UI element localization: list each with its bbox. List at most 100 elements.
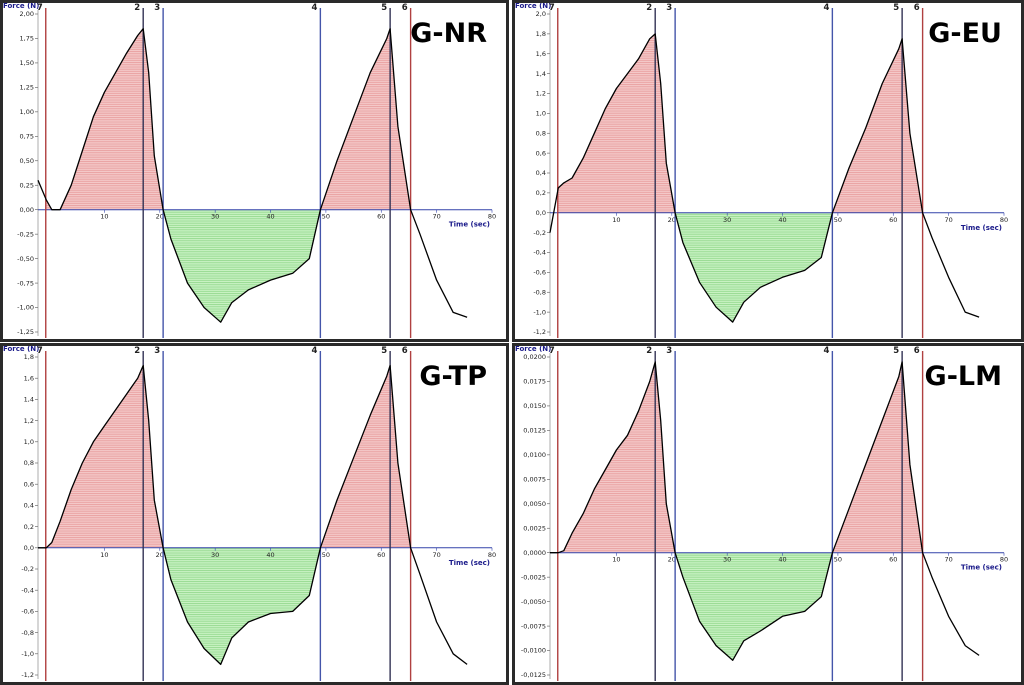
y-tick-label: 1,0	[536, 110, 546, 118]
y-axis-label: Force (N)	[515, 2, 551, 10]
y-tick-label: -0,75	[17, 279, 34, 287]
x-tick-label: 60	[889, 556, 897, 564]
negative-area	[557, 212, 923, 323]
y-tick-label: 0,0150	[523, 402, 546, 410]
panel-frame	[0, 0, 509, 342]
y-tick-label: -1,0	[533, 308, 546, 316]
y-tick-label: 0,6	[536, 149, 546, 157]
x-tick-label: 20	[668, 556, 676, 564]
y-tick-label: -0,6	[21, 608, 34, 616]
y-tick-label: 0,0050	[523, 500, 546, 508]
y-tick-label: -1,2	[21, 671, 34, 679]
x-tick-label: 10	[100, 551, 108, 559]
marker-label-2: 2	[646, 3, 652, 13]
force-curve	[38, 364, 468, 666]
y-tick-label: 0,8	[536, 129, 546, 137]
y-tick-label: 0,0	[24, 544, 34, 552]
positive-area	[557, 361, 923, 553]
y-tick-label: 1,2	[24, 417, 34, 425]
x-tick-label: 10	[612, 216, 620, 224]
y-tick-label: -0,0025	[521, 573, 546, 581]
panel-g-lm: 0,0200 0,0175 0,0150 0,0125 0,0100 0,0075 0,00…	[512, 343, 1024, 685]
y-tick-label: -1,00	[17, 304, 34, 312]
y-tick-label: 0,50	[20, 157, 34, 165]
y-tick-label: 1,2	[536, 90, 546, 98]
y-tick-label: -0,0125	[521, 671, 546, 679]
y-tick-label: 0,0025	[523, 524, 546, 532]
y-tick-label: 0,0200	[523, 353, 546, 361]
x-tick-label: 80	[1000, 216, 1008, 224]
marker-label-5: 5	[893, 346, 899, 356]
y-axis-label: Force (N)	[515, 345, 551, 353]
marker-label-4: 4	[311, 346, 317, 356]
y-tick-label: 1,4	[24, 396, 34, 404]
x-tick-label: 80	[488, 213, 496, 221]
y-tick-label: 0,6	[24, 480, 34, 488]
x-tick-label: 40	[266, 551, 274, 559]
panel-frame	[0, 343, 509, 685]
x-tick-label: 30	[723, 556, 731, 564]
marker-label-3: 3	[154, 346, 160, 356]
x-tick-label: 50	[834, 556, 842, 564]
force-curve	[550, 361, 980, 661]
y-axis-label: Force (N)	[3, 345, 39, 353]
marker-label-4: 4	[823, 3, 829, 13]
marker-label-4: 4	[823, 346, 829, 356]
x-tick-label: 20	[156, 551, 164, 559]
x-tick-label: 60	[377, 213, 385, 221]
force-curve	[37, 28, 468, 323]
panel-title: G-EU	[928, 18, 1002, 49]
y-tick-label: 1,6	[536, 50, 546, 58]
marker-label-2: 2	[134, 346, 140, 356]
panel-title: G-TP	[419, 361, 487, 392]
y-tick-label: 1,4	[536, 70, 546, 78]
y-tick-label: 0,0100	[523, 451, 546, 459]
marker-label-7: 7	[37, 3, 43, 13]
x-tick-label: 40	[266, 213, 274, 221]
x-tick-label: 30	[211, 551, 219, 559]
x-tick-label: 10	[612, 556, 620, 564]
panel-g-nr: 2,00 1,75 1,50 1,25 1,00 0,75 0,50 0,25 0,00 -0,2…	[0, 0, 509, 342]
y-tick-label: -1,0	[21, 650, 34, 658]
positive-area	[557, 33, 923, 213]
y-tick-label: 1,25	[20, 84, 34, 92]
marker-label-6: 6	[402, 346, 408, 356]
panel-frame	[512, 343, 1024, 685]
y-tick-label: 0,75	[20, 133, 34, 141]
x-tick-label: 60	[377, 551, 385, 559]
marker-label-3: 3	[666, 3, 672, 13]
marker-label-6: 6	[402, 3, 408, 13]
marker-label-3: 3	[154, 3, 160, 13]
marker-label-4: 4	[311, 3, 317, 13]
x-tick-label: 80	[488, 551, 496, 559]
y-tick-label: 0,4	[536, 169, 546, 177]
marker-label-3: 3	[666, 346, 672, 356]
marker-label-5: 5	[381, 346, 387, 356]
negative-area	[163, 547, 411, 665]
panel-title: G-NR	[410, 18, 487, 49]
x-tick-label: 40	[778, 216, 786, 224]
marker-label-2: 2	[134, 3, 140, 13]
x-tick-label: 50	[322, 213, 330, 221]
y-tick-label: 1,8	[536, 30, 546, 38]
marker-label-6: 6	[914, 3, 920, 13]
panel-frame	[512, 0, 1024, 342]
x-tick-label: 70	[432, 213, 440, 221]
marker-label-7: 7	[549, 346, 555, 356]
y-tick-label: 1,75	[20, 35, 34, 43]
y-tick-label: -0,6	[533, 269, 546, 277]
x-tick-label: 70	[944, 556, 952, 564]
positive-area	[45, 28, 411, 210]
x-tick-label: 80	[1000, 556, 1008, 564]
x-axis-label: Time (sec)	[961, 224, 1002, 232]
panel-title: G-LM	[925, 361, 1002, 392]
x-tick-label: 70	[944, 216, 952, 224]
marker-label-7: 7	[37, 346, 43, 356]
positive-area	[45, 365, 411, 548]
negative-area	[51, 209, 411, 323]
marker-label-5: 5	[381, 3, 387, 13]
x-tick-label: 40	[778, 556, 786, 564]
x-tick-label: 60	[889, 216, 897, 224]
y-tick-label: 0,25	[20, 181, 34, 189]
x-tick-label: 20	[668, 216, 676, 224]
